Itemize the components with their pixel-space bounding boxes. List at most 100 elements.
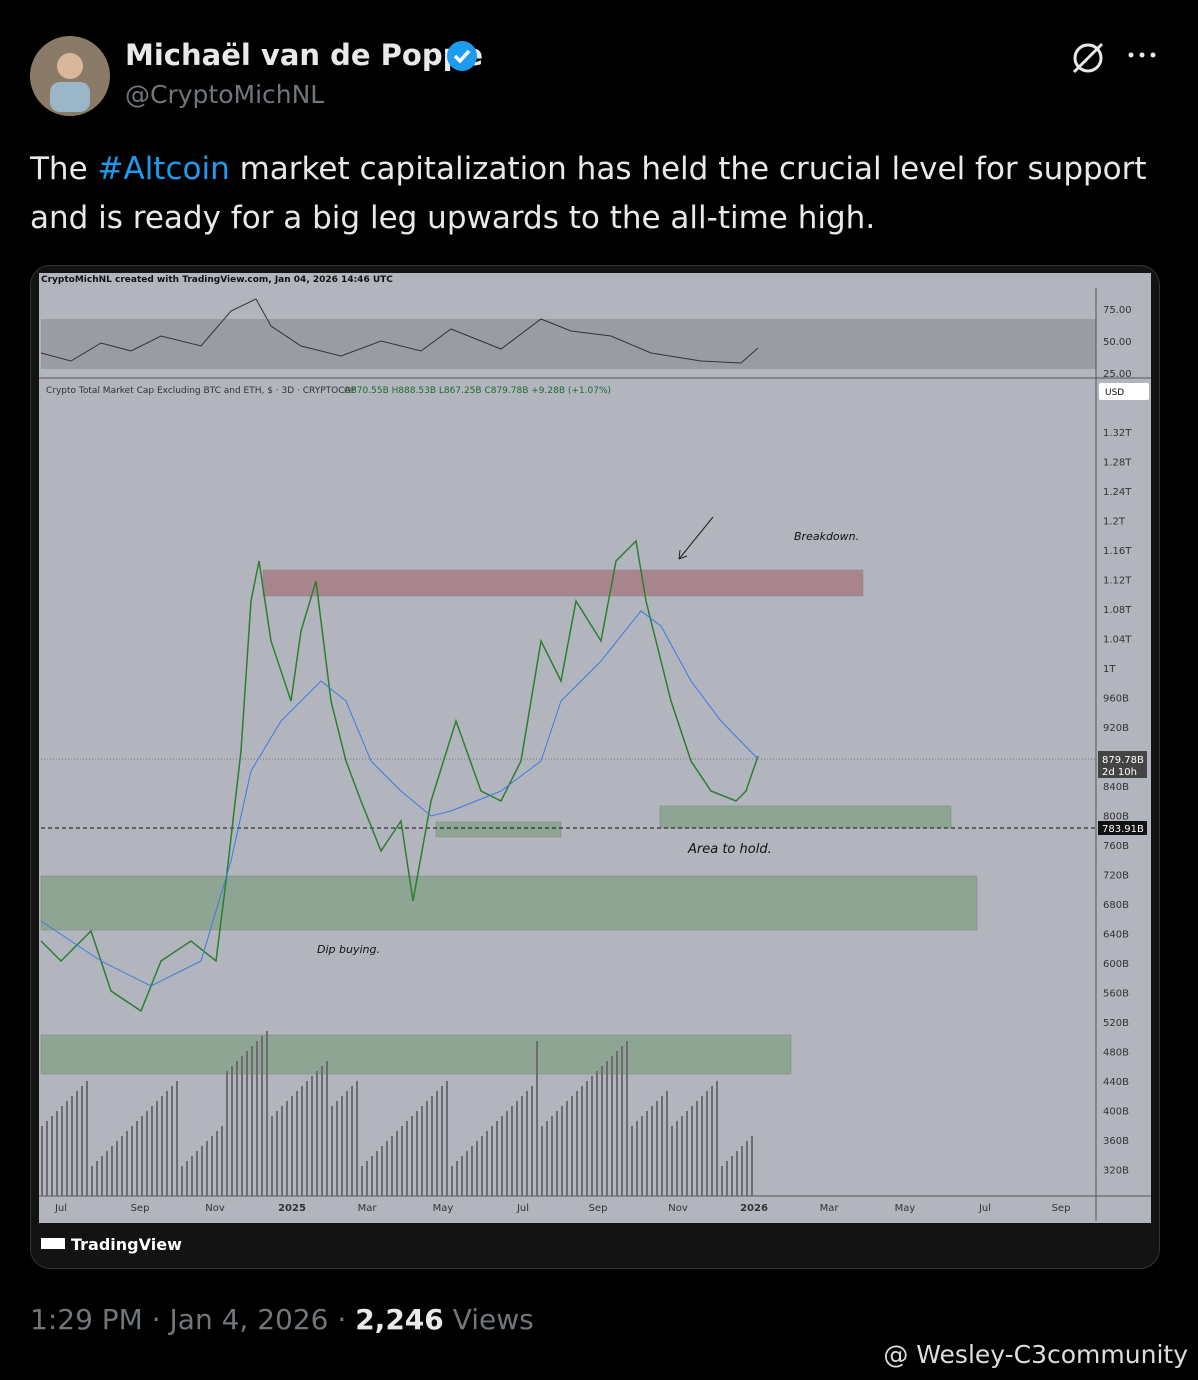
volume-bar — [311, 1076, 313, 1196]
countdown: 2d 10h — [1102, 767, 1137, 778]
brand-mark — [41, 1238, 65, 1249]
price-tick-label: 640B — [1103, 930, 1129, 941]
volume-bar — [551, 1116, 553, 1196]
created-note: CryptoMichNL created with TradingView.co… — [41, 275, 393, 285]
time-label: Nov — [205, 1203, 225, 1214]
author-handle[interactable]: @CryptoMichNL — [125, 80, 325, 109]
volume-bar — [606, 1061, 608, 1196]
volume-bar — [151, 1106, 153, 1196]
volume-bar — [591, 1076, 593, 1196]
volume-bar — [86, 1081, 88, 1196]
chart-bg — [39, 273, 1151, 1223]
date[interactable]: Jan 4, 2026 — [169, 1303, 329, 1336]
volume-bar — [376, 1151, 378, 1196]
price-tick-label: 1.32T — [1103, 428, 1132, 439]
price-tick-label: 760B — [1103, 841, 1129, 852]
volume-bar — [491, 1126, 493, 1196]
volume-bar — [276, 1111, 278, 1196]
price-tick-label: 1T — [1103, 664, 1116, 675]
volume-bar — [316, 1071, 318, 1196]
volume-bar — [611, 1056, 613, 1196]
volume-bar — [51, 1116, 53, 1196]
volume-bar — [46, 1121, 48, 1196]
author-name[interactable]: Michaël van de Poppe — [125, 38, 484, 72]
volume-bar — [71, 1096, 73, 1196]
volume-bar — [736, 1151, 738, 1196]
volume-bar — [451, 1166, 453, 1196]
price-tick-label: 560B — [1103, 989, 1129, 1000]
price-tick-label: 320B — [1103, 1166, 1129, 1177]
volume-bar — [396, 1131, 398, 1196]
volume-bar — [531, 1086, 533, 1196]
volume-bar — [741, 1146, 743, 1196]
time[interactable]: 1:29 PM — [30, 1303, 143, 1336]
price-tick-label: 480B — [1103, 1048, 1129, 1059]
volume-bar — [691, 1106, 693, 1196]
time-label: Sep — [131, 1203, 150, 1214]
volume-bar — [216, 1131, 218, 1196]
last-price: 879.78B — [1102, 755, 1144, 766]
hashtag[interactable]: #Altcoin — [97, 151, 230, 187]
volume-bar — [436, 1091, 438, 1196]
volume-bar — [126, 1131, 128, 1196]
volume-bar — [356, 1081, 358, 1196]
volume-bar — [81, 1086, 83, 1196]
volume-bar — [696, 1101, 698, 1196]
volume-bar — [386, 1141, 388, 1196]
rsi-tick-label: 50.00 — [1103, 337, 1132, 348]
volume-bar — [686, 1111, 688, 1196]
text: The — [30, 151, 98, 187]
volume-bar — [406, 1121, 408, 1196]
price-tick-label: 1.16T — [1103, 546, 1132, 557]
volume-bar — [231, 1066, 233, 1196]
volume-bar — [266, 1031, 268, 1196]
volume-bar — [636, 1121, 638, 1196]
time-label: May — [433, 1203, 454, 1214]
volume-bar — [181, 1166, 183, 1196]
volume-bar — [681, 1116, 683, 1196]
volume-bar — [526, 1091, 528, 1196]
volume-bar — [241, 1056, 243, 1196]
volume-bar — [581, 1086, 583, 1196]
volume-bar — [341, 1096, 343, 1196]
time-label: Mar — [358, 1203, 378, 1214]
volume-bar — [346, 1091, 348, 1196]
views-label: Views — [452, 1303, 534, 1336]
grok-icon[interactable] — [1068, 38, 1108, 78]
volume-bar — [411, 1116, 413, 1196]
media-card[interactable]: CryptoMichNL created with TradingView.co… — [30, 265, 1160, 1269]
volume-bar — [641, 1116, 643, 1196]
volume-bar — [131, 1126, 133, 1196]
volume-bar — [471, 1146, 473, 1196]
annotation: Area to hold. — [687, 842, 772, 857]
price-tick-label: 1.24T — [1103, 487, 1132, 498]
volume-bar — [621, 1046, 623, 1196]
price-tag — [1098, 821, 1147, 835]
time-label: Jul — [516, 1203, 529, 1214]
text: market capitalization has held the cruci… — [30, 151, 1147, 236]
volume-bar — [246, 1051, 248, 1196]
volume-bar — [146, 1111, 148, 1196]
volume-bar — [121, 1136, 123, 1196]
price-tick-label: 680B — [1103, 900, 1129, 911]
views-count: 2,246 — [355, 1303, 444, 1336]
separator: · — [337, 1303, 347, 1336]
volume-bar — [566, 1101, 568, 1196]
volume-bar — [701, 1096, 703, 1196]
volume-bar — [721, 1166, 723, 1196]
more-icon[interactable] — [1126, 48, 1160, 62]
volume-bar — [511, 1106, 513, 1196]
volume-bar — [171, 1086, 173, 1196]
volume-bar — [561, 1106, 563, 1196]
rsi-line — [40, 298, 759, 364]
separator: · — [151, 1303, 161, 1336]
volume-bar — [466, 1151, 468, 1196]
volume-bar — [161, 1096, 163, 1196]
avatar[interactable] — [30, 36, 110, 116]
volume-bar — [461, 1156, 463, 1196]
ohlc: O870.55B H888.53B L867.25B C879.78B +9.2… — [344, 386, 611, 396]
volume-bar — [706, 1091, 708, 1196]
currency: USD — [1105, 388, 1124, 398]
volume-bar — [251, 1046, 253, 1196]
